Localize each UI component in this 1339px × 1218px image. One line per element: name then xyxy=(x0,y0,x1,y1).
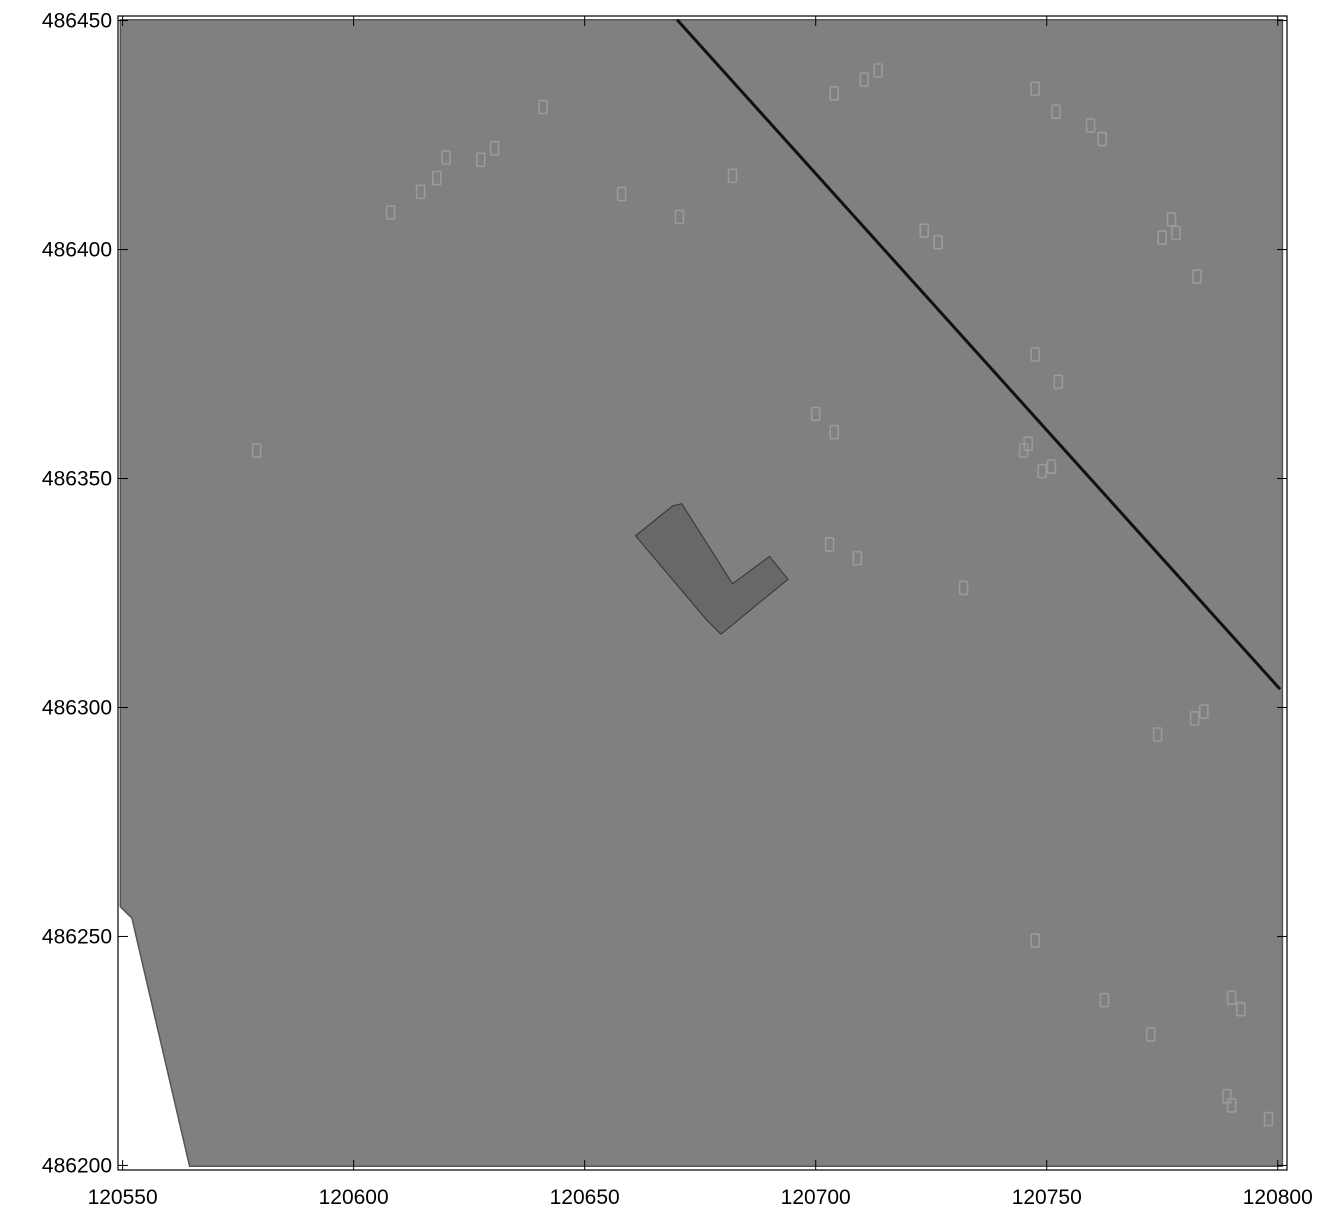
point-marker xyxy=(1192,269,1202,284)
point-marker xyxy=(1030,933,1040,948)
y-tick-label: 486300 xyxy=(42,696,112,719)
point-marker xyxy=(1145,1027,1156,1042)
point-marker xyxy=(1189,711,1200,726)
point-marker xyxy=(1226,1098,1237,1113)
point-marker xyxy=(431,170,442,186)
y-tick-label: 486250 xyxy=(42,925,112,948)
point-marker xyxy=(1053,374,1064,390)
x-axis: 120550 120600 120650 120700 120750 120800 xyxy=(88,16,1313,1209)
point-marker xyxy=(852,550,863,566)
point-marker xyxy=(1030,81,1040,97)
plot-area xyxy=(118,16,1287,1170)
point-marker xyxy=(1166,212,1177,227)
point-marker xyxy=(1152,727,1163,742)
point-marker xyxy=(1199,704,1209,719)
point-marker xyxy=(1226,990,1237,1006)
point-marker xyxy=(616,186,627,202)
x-tick-label: 120800 xyxy=(1243,1186,1313,1209)
point-marker xyxy=(810,406,821,422)
y-tick-label: 486200 xyxy=(42,1154,112,1177)
point-marker xyxy=(859,72,870,87)
x-tick-label: 120550 xyxy=(88,1186,158,1209)
y-tick-label: 486400 xyxy=(42,239,112,262)
point-marker xyxy=(538,99,548,115)
building-footprint xyxy=(634,503,789,635)
point-marker xyxy=(475,152,486,168)
x-tick-label: 120650 xyxy=(550,1186,620,1209)
plot-frame xyxy=(117,15,1288,1171)
road-line xyxy=(675,18,1282,691)
y-axis: 486450 486400 486350 486300 486250 486200 xyxy=(42,10,1287,1177)
point-marker xyxy=(933,234,943,250)
point-marker xyxy=(1099,992,1110,1008)
y-tick-label: 486350 xyxy=(42,468,112,491)
point-marker xyxy=(489,141,500,156)
y-tick-label: 486450 xyxy=(42,10,112,33)
point-marker xyxy=(441,150,451,165)
point-marker xyxy=(1171,225,1181,241)
point-marker xyxy=(1030,347,1040,362)
point-marker xyxy=(385,205,396,220)
point-marker xyxy=(727,168,738,184)
point-marker xyxy=(1051,104,1061,119)
x-tick-label: 120600 xyxy=(319,1186,389,1209)
point-marker xyxy=(1046,459,1057,474)
point-marker xyxy=(1157,230,1167,245)
point-marker xyxy=(1236,1001,1246,1017)
x-tick-label: 120750 xyxy=(1012,1186,1082,1209)
point-marker xyxy=(829,424,840,440)
point-marker xyxy=(674,209,685,225)
point-marker xyxy=(1023,436,1033,452)
point-marker xyxy=(829,86,840,101)
point-marker xyxy=(1037,463,1047,479)
point-marker xyxy=(958,580,969,596)
x-tick-label: 120700 xyxy=(781,1186,851,1209)
point-marker xyxy=(873,63,883,78)
point-marker xyxy=(1097,131,1107,147)
point-marker xyxy=(415,184,426,200)
point-marker xyxy=(1085,118,1096,133)
point-marker xyxy=(919,223,930,238)
point-marker xyxy=(1263,1111,1274,1127)
point-marker xyxy=(824,537,835,552)
point-marker xyxy=(251,443,262,458)
